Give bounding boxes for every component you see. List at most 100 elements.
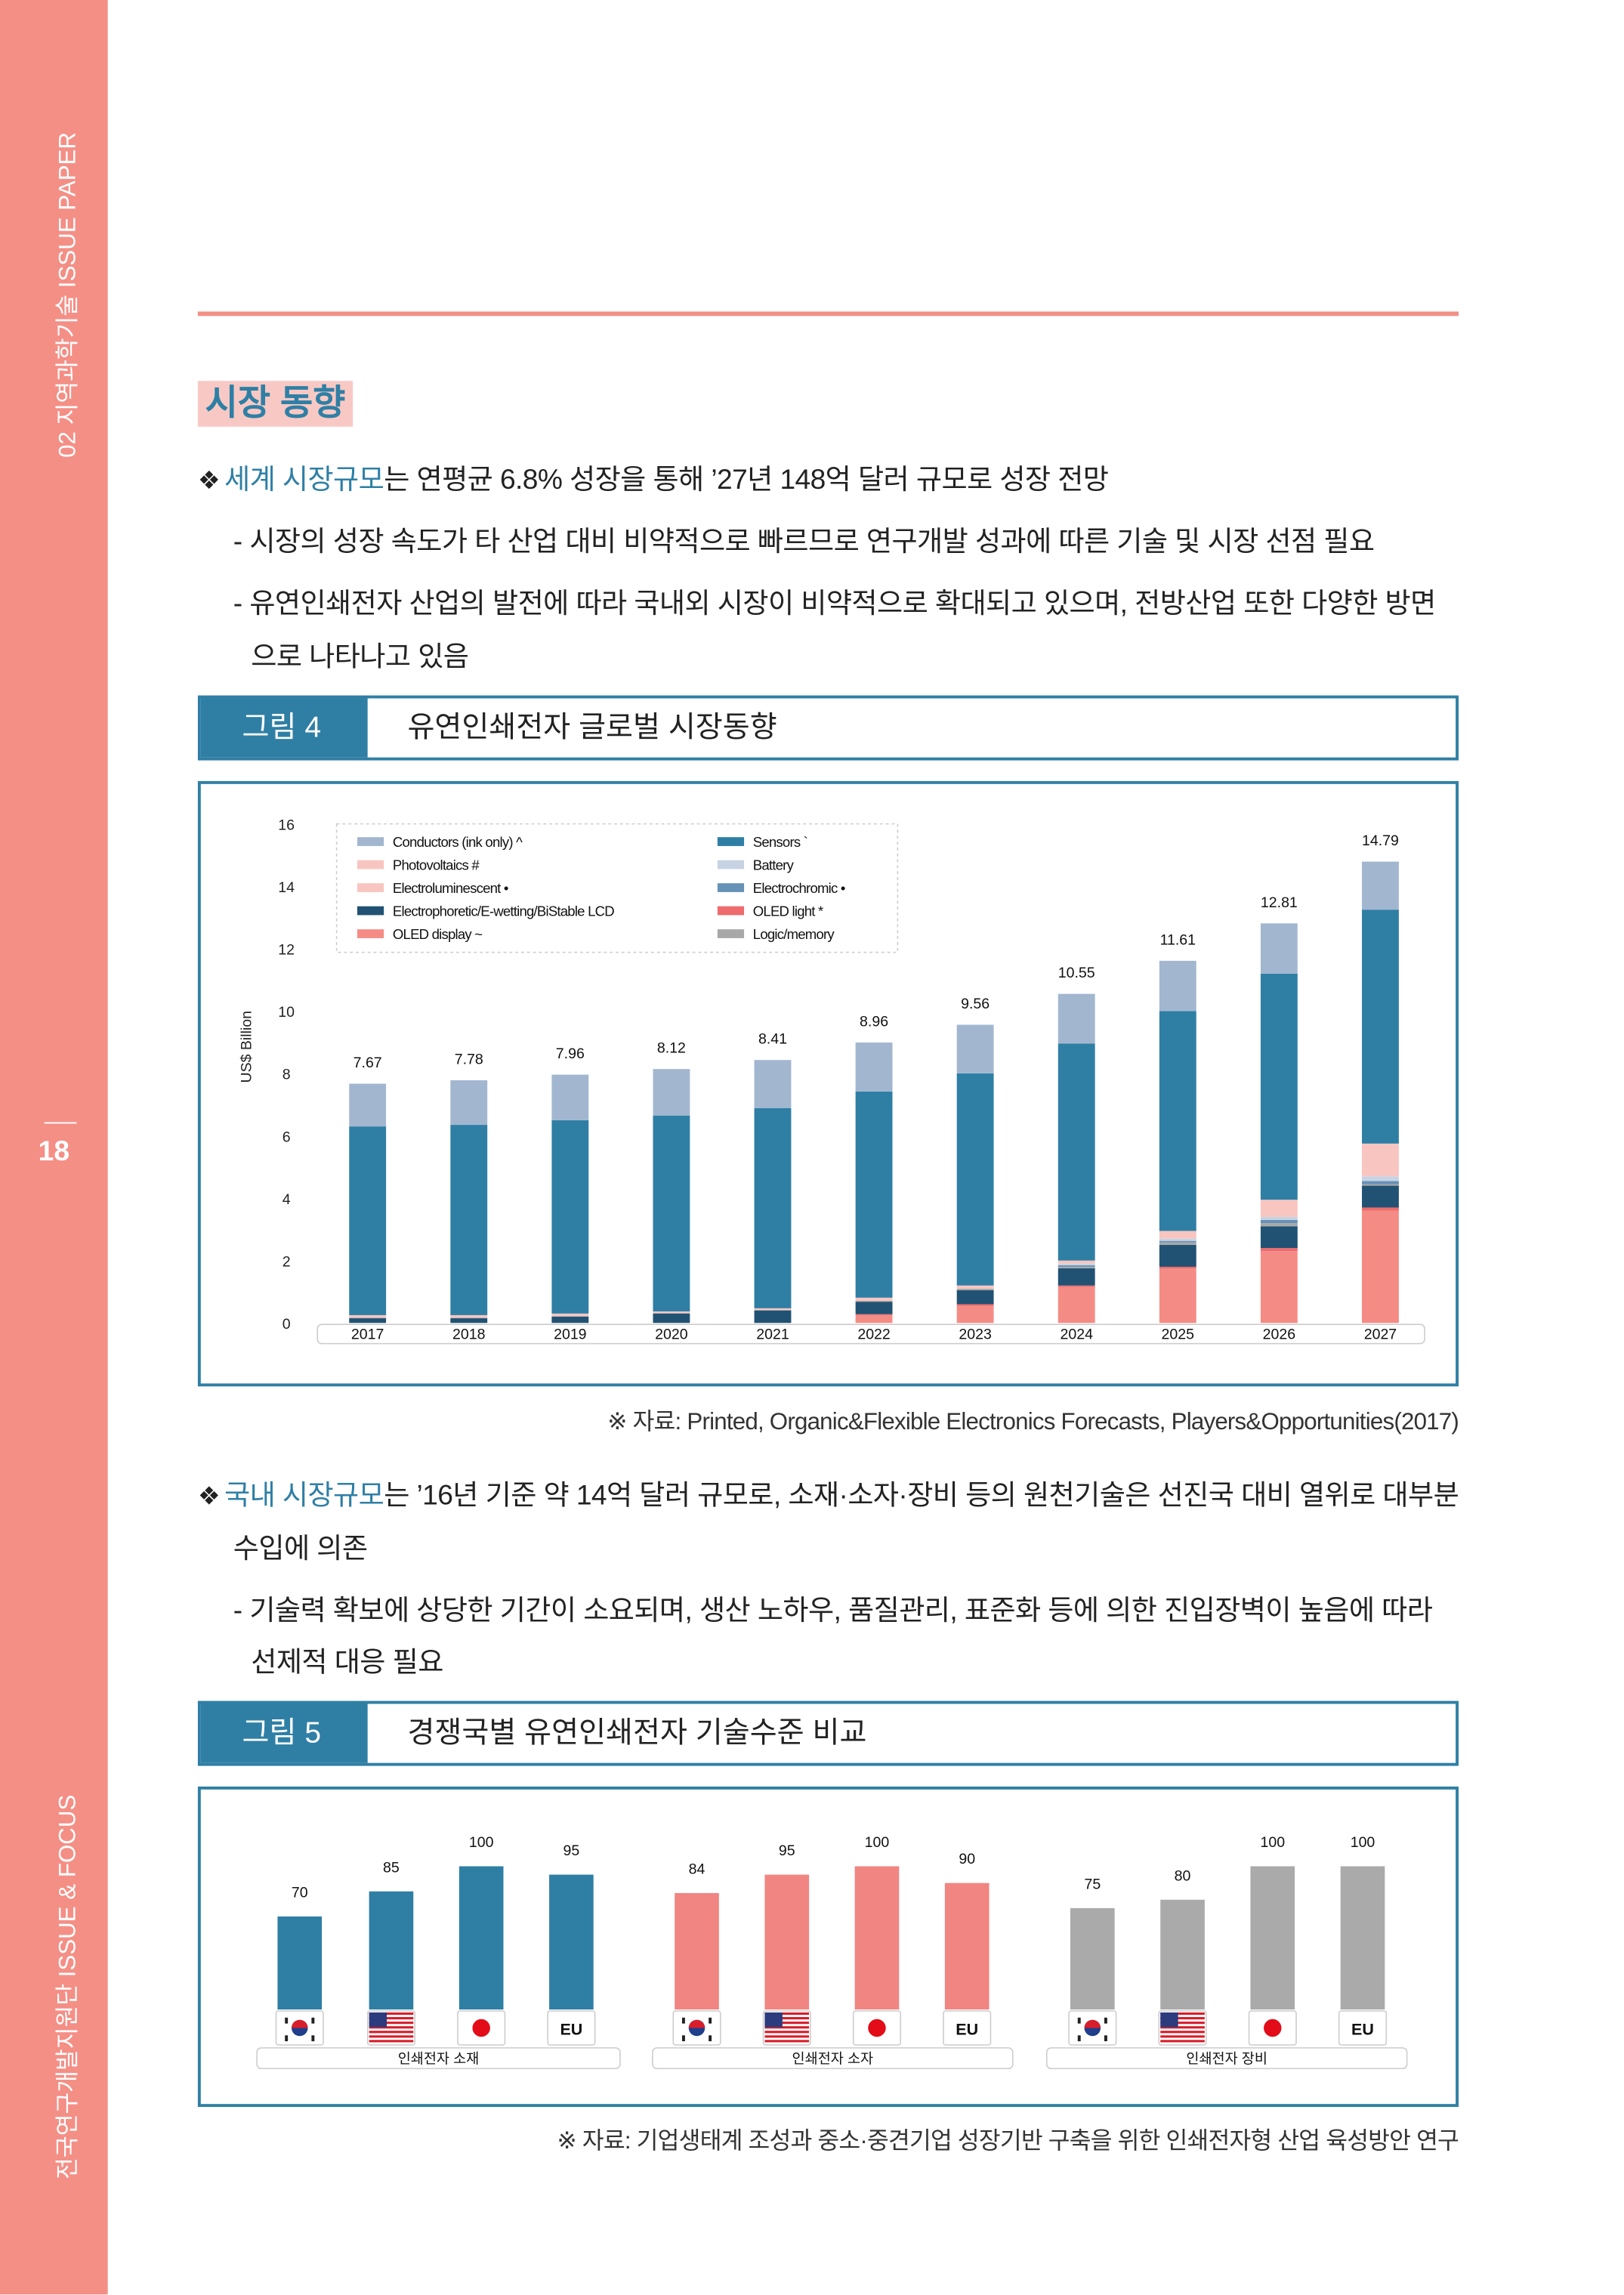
bar-segment-oled-light- [956, 1304, 994, 1306]
us-stripe [1160, 2040, 1205, 2043]
legend-swatch [357, 929, 384, 938]
japan-sun [472, 2019, 490, 2037]
bar-segment-oled-light- [1362, 1207, 1399, 1211]
japan-sun [868, 2019, 886, 2037]
bar-segment-photovoltaics- [551, 1313, 589, 1317]
us-stripe [1160, 2022, 1205, 2025]
bar-segment-sensors- [956, 1073, 994, 1286]
category-label-box [256, 2047, 621, 2070]
bar-segment-electrophoretic-e-wetting-bistable-lcd [450, 1318, 488, 1324]
bar-segment-battery [1159, 1238, 1196, 1241]
bar-total-label: 8.96 [860, 1014, 888, 1030]
bar-total-label: 7.67 [354, 1055, 382, 1071]
trigram [311, 2017, 315, 2024]
bar [854, 1866, 900, 2010]
bar-segment-logic-memory [1260, 1223, 1298, 1227]
bar-segment-conductors-ink-only- [754, 1060, 792, 1108]
x-tick-label: 2027 [1364, 1327, 1397, 1343]
us-stripe [369, 2022, 414, 2025]
bar-value-label: 95 [779, 1842, 795, 1859]
bar-segment-sensors- [1362, 910, 1399, 1144]
bar-segment-logic-memory [1362, 1184, 1399, 1186]
us-canton [1160, 2012, 1178, 2028]
category-label-box [1045, 2047, 1408, 2070]
bar-segment-sensors- [754, 1107, 792, 1308]
bar-segment-oled-light- [1159, 1266, 1196, 1268]
section-title: 시장 동향 [197, 381, 354, 427]
legend-label: Logic/memory [753, 926, 835, 942]
y-tick-label: 2 [283, 1253, 291, 1270]
bar-segment-conductors-ink-only- [956, 1024, 994, 1073]
bar-segment-conductors-ink-only- [450, 1080, 488, 1126]
bar-segment-electrophoretic-e-wetting-bistable-lcd [1362, 1185, 1399, 1208]
bar-segment-photovoltaics- [1362, 1143, 1399, 1175]
category-label-box [652, 2047, 1014, 2070]
bar [1340, 1866, 1385, 2010]
sub-bullet-continuation: 선제적 대응 필요 [251, 1648, 443, 1679]
bar [369, 1891, 414, 2010]
legend-swatch [717, 929, 745, 938]
bar-segment-conductors-ink-only- [1260, 923, 1298, 974]
bar-value-label: 95 [563, 1842, 580, 1859]
bar-segment-electrophoretic-e-wetting-bistable-lcd [1260, 1226, 1298, 1249]
bar-value-label: 100 [469, 1834, 494, 1851]
bar-total-label: 12.81 [1261, 894, 1298, 911]
us-canton [764, 2012, 783, 2028]
bar-segment-conductors-ink-only- [855, 1042, 893, 1092]
bar-segment-electrophoretic-e-wetting-bistable-lcd [754, 1310, 792, 1324]
x-tick-label: 2021 [756, 1327, 789, 1343]
bar-segment-photovoltaics- [855, 1297, 893, 1301]
japan-sun [1264, 2019, 1282, 2037]
bullet-text: 는 ’16년 기준 약 14억 달러 규모로, 소재·소자·장비 등의 원천기술… [384, 1481, 1459, 1512]
taegeuk-red [1084, 2019, 1101, 2028]
diamond-bullet-icon: ❖ [197, 1482, 221, 1511]
us-stripe [1160, 2026, 1205, 2029]
bar-value-label: 100 [865, 1834, 890, 1851]
sidebar-top-label: 02 지역과학기술 ISSUE PAPER [56, 131, 82, 458]
legend-label: Conductors (ink only) ^ [393, 834, 523, 850]
bar-value-label: 84 [689, 1861, 705, 1878]
korea-flag-icon [672, 2010, 721, 2046]
x-tick-label: 2023 [959, 1327, 991, 1343]
bar-total-label: 14.79 [1362, 832, 1399, 849]
legend-swatch [717, 906, 745, 916]
legend-swatch [357, 883, 384, 892]
bar-segment-sensors- [450, 1125, 488, 1315]
bar-segment-oled-display- [855, 1314, 893, 1324]
bullet-continuation: 수입에 의존 [233, 1534, 368, 1565]
category-label: 인쇄전자 소자 [792, 2050, 874, 2066]
us-stripe [764, 2012, 810, 2015]
bar [549, 1874, 594, 2010]
bar-segment-photovoltaics- [653, 1311, 690, 1314]
trigram [709, 2035, 712, 2042]
sub-bullet: - 유연인쇄전자 산업의 발전에 따라 국내외 시장이 비약적으로 확대되고 있… [233, 588, 1436, 620]
y-axis-label: US$ Billion [238, 1011, 255, 1083]
bar-segment-electrochromic- [1260, 1219, 1298, 1224]
bar-segment-logic-memory [653, 1313, 690, 1314]
figure5-source: ※ 자료: 기업생태계 조성과 중소·중견기업 성장기반 구축을 위한 인쇄전자… [557, 2129, 1459, 2154]
bar [458, 1866, 504, 2010]
bar-segment-electrophoretic-e-wetting-bistable-lcd [855, 1302, 893, 1314]
japan-flag-icon [457, 2010, 506, 2046]
bar [1250, 1866, 1295, 2010]
bar-segment-logic-memory [551, 1316, 589, 1317]
bar-segment-oled-display- [1260, 1251, 1298, 1324]
x-tick-label: 2017 [351, 1327, 384, 1343]
bar-value-label: 80 [1175, 1867, 1191, 1884]
bar-segment-sensors- [349, 1126, 387, 1315]
x-tick-label: 2026 [1263, 1327, 1295, 1343]
bar-segment-oled-display- [1362, 1210, 1399, 1324]
bar-segment-sensors- [551, 1120, 589, 1314]
taegeuk-red [292, 2019, 308, 2028]
bar [764, 1874, 810, 2010]
legend-swatch [717, 860, 745, 870]
us-stripe [1160, 2012, 1205, 2015]
bar-segment-electrochromic- [1057, 1265, 1095, 1267]
bullet-highlight: 국내 시장규모 [224, 1481, 384, 1512]
bar-total-label: 10.55 [1058, 965, 1095, 981]
y-tick-label: 12 [278, 942, 295, 959]
y-tick-label: 10 [278, 1004, 295, 1021]
bar-segment-electrophoretic-e-wetting-bistable-lcd [1057, 1268, 1095, 1286]
bar-segment-sensors- [1057, 1043, 1095, 1261]
